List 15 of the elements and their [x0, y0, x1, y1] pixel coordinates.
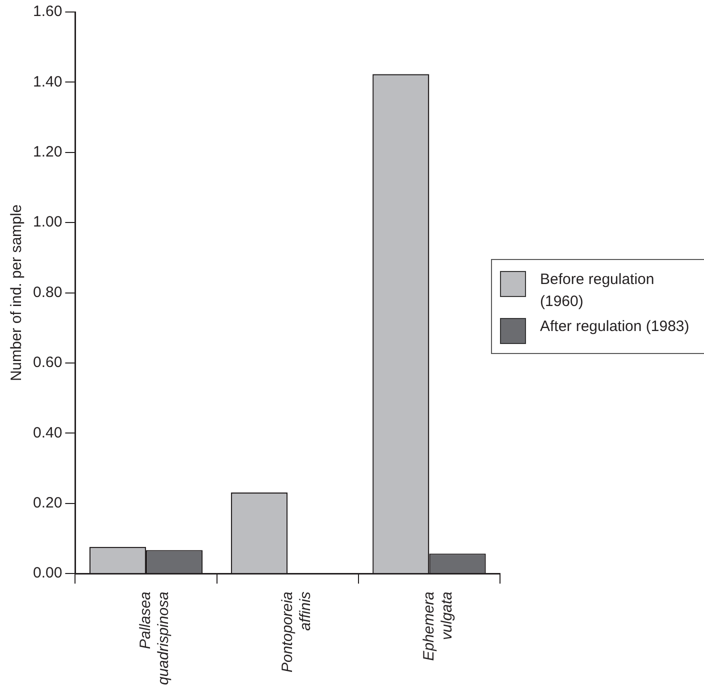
x-tick-label: Pontoporeia affinis	[278, 591, 314, 673]
y-tick-label: 0.60	[32, 354, 62, 372]
y-tick-label: 1.60	[32, 3, 62, 20]
y-tick-label: 1.40	[32, 73, 62, 90]
y-tick-label: 1.00	[32, 214, 62, 231]
y-tick-label: 1.20	[32, 144, 62, 161]
y-axis-title: Number of ind. per sample	[8, 204, 26, 382]
x-tick-label: Ephemera vulgata	[420, 592, 456, 661]
x-tick-label: Pallasea quadrispinosa	[137, 592, 172, 686]
y-tick-label: 0.80	[32, 284, 62, 301]
legend-label: Before regulation (1960)	[540, 270, 656, 312]
y-tick-label: 0.00	[32, 564, 62, 582]
y-tick-label: 0.20	[32, 494, 62, 512]
y-tick-label: 0.40	[32, 424, 62, 442]
legend-label: After regulation (1983)	[540, 317, 690, 337]
